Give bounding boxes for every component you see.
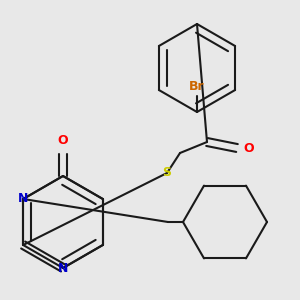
Text: N: N <box>58 262 68 275</box>
Text: O: O <box>244 142 254 154</box>
Text: S: S <box>163 167 172 179</box>
Text: O: O <box>58 134 68 146</box>
Text: N: N <box>18 193 28 206</box>
Text: Br: Br <box>189 80 205 92</box>
